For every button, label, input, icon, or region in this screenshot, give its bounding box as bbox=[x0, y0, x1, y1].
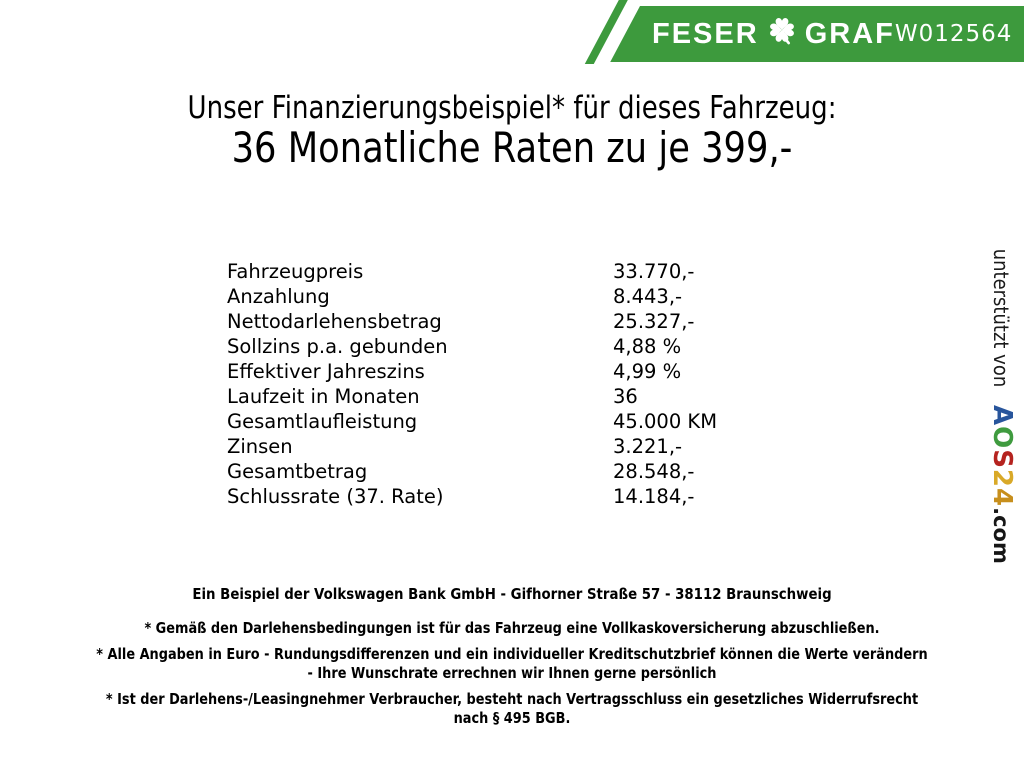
table-row: Nettodarlehensbetrag 25.327,- bbox=[227, 309, 717, 334]
logo-letter: S bbox=[987, 449, 1017, 469]
financing-table: Fahrzeugpreis 33.770,- Anzahlung 8.443,- N… bbox=[227, 259, 717, 509]
bank-example-line: Ein Beispiel der Volkswagen Bank GmbH - … bbox=[192, 585, 832, 603]
row-value: 4,88 % bbox=[613, 335, 682, 358]
footnote: * Gemäß den Darlehensbedingungen ist für… bbox=[144, 619, 880, 637]
row-value: 45.000 KM bbox=[613, 410, 718, 433]
brand-name-right: GRAF bbox=[804, 17, 895, 50]
table-row: Gesamtlaufleistung 45.000 KM bbox=[227, 409, 717, 434]
footnote: * Ist der Darlehens-/Leasingnehmer Verbr… bbox=[105, 689, 919, 728]
footnotes: * Gemäß den Darlehensbedingungen ist für… bbox=[0, 619, 1024, 735]
supported-by-label: unterstützt von bbox=[989, 248, 1013, 388]
table-row: Schlussrate (37. Rate) 14.184,- bbox=[227, 484, 717, 509]
clover-icon bbox=[767, 15, 797, 52]
row-value: 14.184,- bbox=[613, 485, 695, 508]
logo-letter: 2 bbox=[987, 468, 1017, 489]
row-value: 3.221,- bbox=[613, 435, 683, 458]
row-label: Effektiver Jahreszins bbox=[227, 360, 425, 383]
brand-name-left: FESER bbox=[652, 17, 759, 50]
row-label: Nettodarlehensbetrag bbox=[227, 310, 442, 333]
row-label: Zinsen bbox=[227, 435, 293, 458]
table-row: Laufzeit in Monaten 36 bbox=[227, 384, 717, 409]
page-title: Unser Finanzierungsbeispiel* für dieses … bbox=[82, 91, 942, 171]
table-row: Effektiver Jahreszins 4,99 % bbox=[227, 359, 717, 384]
title-line-2: 36 Monatliche Raten zu je 399,- bbox=[231, 123, 793, 172]
row-label: Gesamtbetrag bbox=[227, 460, 368, 483]
logo-letter: O bbox=[987, 426, 1017, 450]
table-row: Fahrzeugpreis 33.770,- bbox=[227, 259, 717, 284]
row-value: 33.770,- bbox=[613, 260, 695, 283]
row-value: 36 bbox=[613, 385, 638, 408]
footnote: * Alle Angaben in Euro - Rundungsdiffere… bbox=[96, 644, 928, 683]
row-label: Laufzeit in Monaten bbox=[227, 385, 420, 408]
row-label: Sollzins p.a. gebunden bbox=[227, 335, 448, 358]
logo-domain-suffix: .com bbox=[989, 507, 1013, 564]
row-value: 8.443,- bbox=[613, 285, 683, 308]
row-value: 28.548,- bbox=[613, 460, 695, 483]
row-value: 4,99 % bbox=[613, 360, 682, 383]
row-label: Fahrzeugpreis bbox=[227, 260, 364, 283]
table-row: Gesamtbetrag 28.548,- bbox=[227, 459, 717, 484]
logo-letter: A bbox=[987, 404, 1017, 427]
aos24-logo: AOS24 bbox=[987, 405, 1017, 507]
title-line-1: Unser Finanzierungsbeispiel* für dieses … bbox=[187, 90, 837, 126]
header-content: FESER GRAF W012564 bbox=[652, 6, 1024, 62]
logo-letter: 4 bbox=[987, 488, 1017, 508]
table-row: Zinsen 3.221,- bbox=[227, 434, 717, 459]
table-row: Anzahlung 8.443,- bbox=[227, 284, 717, 309]
row-value: 25.327,- bbox=[613, 310, 695, 333]
supported-by-sidebar: unterstützt von AOS24.com bbox=[985, 241, 1017, 564]
row-label: Anzahlung bbox=[227, 285, 330, 308]
table-row: Sollzins p.a. gebunden 4,88 % bbox=[227, 334, 717, 359]
row-label: Schlussrate (37. Rate) bbox=[227, 485, 444, 508]
row-label: Gesamtlaufleistung bbox=[227, 410, 418, 433]
vehicle-ref-code: W012564 bbox=[894, 21, 1013, 47]
